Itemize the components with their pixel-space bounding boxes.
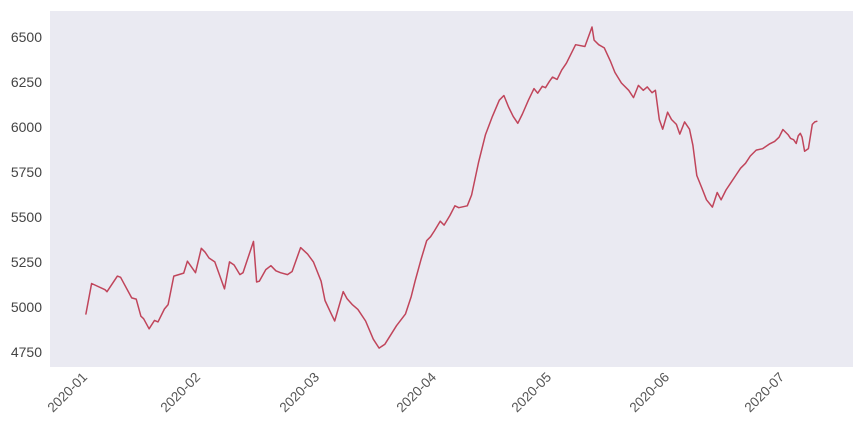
svg-text:4750: 4750 (11, 344, 42, 360)
svg-text:2020-04: 2020-04 (393, 369, 439, 415)
svg-text:5500: 5500 (11, 209, 42, 225)
svg-text:6000: 6000 (11, 119, 42, 135)
svg-text:2020-06: 2020-06 (626, 370, 672, 416)
svg-text:2020-07: 2020-07 (741, 370, 787, 416)
svg-text:2020-05: 2020-05 (508, 370, 554, 416)
svg-text:2020-02: 2020-02 (157, 370, 203, 416)
svg-text:5250: 5250 (11, 254, 42, 270)
svg-text:5750: 5750 (11, 164, 42, 180)
svg-text:6500: 6500 (11, 29, 42, 45)
svg-text:5000: 5000 (11, 299, 42, 315)
svg-text:2020-01: 2020-01 (44, 370, 90, 416)
svg-text:2020-03: 2020-03 (276, 370, 322, 416)
svg-text:6250: 6250 (11, 74, 42, 90)
